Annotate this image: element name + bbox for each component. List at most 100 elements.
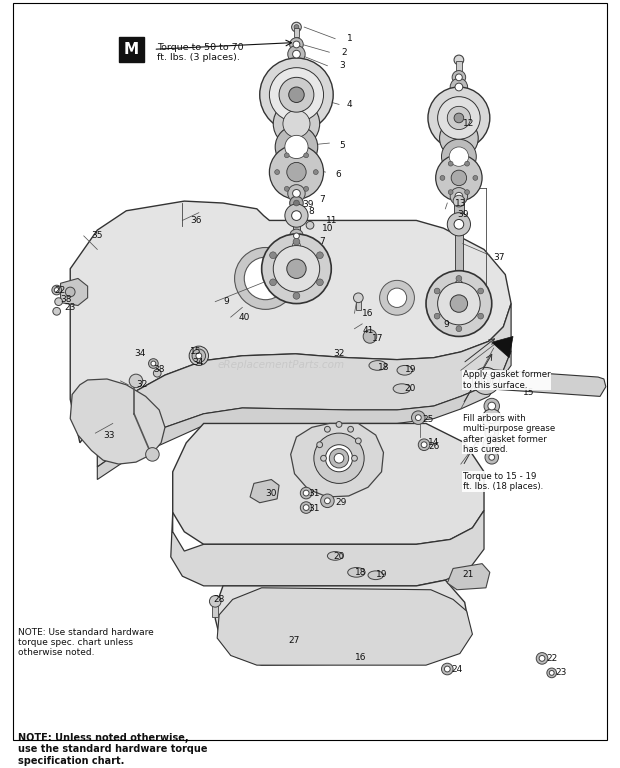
Circle shape [450,187,467,205]
Ellipse shape [327,551,343,561]
Circle shape [285,135,308,158]
Circle shape [291,22,301,32]
Circle shape [262,234,331,303]
Text: 38: 38 [61,295,72,304]
Circle shape [52,285,61,295]
Text: 16: 16 [362,309,374,318]
Circle shape [304,187,309,191]
Circle shape [287,259,306,279]
Polygon shape [97,351,511,479]
Text: 32: 32 [136,380,148,389]
Circle shape [306,221,314,229]
Ellipse shape [369,361,386,370]
Circle shape [300,502,312,513]
Circle shape [478,313,484,319]
Circle shape [388,288,407,307]
Circle shape [484,399,500,414]
Bar [213,604,218,617]
Circle shape [421,442,427,448]
Ellipse shape [397,366,412,375]
Text: 4: 4 [347,100,352,109]
Circle shape [549,670,554,675]
Circle shape [291,210,301,220]
Text: 33: 33 [103,431,115,439]
Circle shape [450,276,467,293]
Text: 30: 30 [265,488,277,498]
Circle shape [483,436,500,453]
Circle shape [363,329,377,343]
Circle shape [283,111,310,137]
Circle shape [455,193,463,200]
Circle shape [441,139,476,174]
Text: 39: 39 [303,200,314,210]
Circle shape [293,41,300,48]
Circle shape [285,153,289,157]
Circle shape [293,50,300,58]
Circle shape [379,280,414,315]
Circle shape [488,441,495,449]
Circle shape [450,78,467,96]
Circle shape [288,237,305,254]
Circle shape [270,279,277,286]
Text: 34: 34 [192,358,203,367]
Polygon shape [291,423,384,497]
Circle shape [441,664,453,675]
Circle shape [412,411,425,425]
Circle shape [334,453,344,463]
Bar [118,37,144,62]
Circle shape [472,367,500,395]
Circle shape [348,426,353,432]
Text: 34: 34 [134,349,146,359]
Text: 40: 40 [239,313,250,322]
Circle shape [450,295,467,313]
Circle shape [353,293,363,303]
Circle shape [440,119,478,157]
Circle shape [445,666,450,672]
Text: 20: 20 [405,384,416,393]
Circle shape [288,184,305,202]
Text: 16: 16 [355,653,366,662]
Circle shape [293,238,300,245]
Text: eReplacementParts.com: eReplacementParts.com [218,360,345,370]
Text: 37: 37 [494,253,505,262]
Circle shape [293,200,299,206]
Circle shape [454,113,464,123]
Polygon shape [173,423,484,545]
Text: 28: 28 [213,595,224,604]
Circle shape [485,451,498,464]
Text: 35: 35 [92,231,103,240]
Circle shape [293,242,300,250]
Circle shape [355,438,361,444]
Text: 31: 31 [308,504,319,513]
Circle shape [485,426,498,440]
Text: 23: 23 [64,303,76,312]
Text: 20: 20 [333,552,345,561]
Circle shape [273,101,320,147]
Circle shape [447,213,471,236]
Ellipse shape [348,568,365,578]
Circle shape [450,147,469,167]
Circle shape [455,83,463,91]
Circle shape [275,170,280,174]
Bar [455,227,463,280]
Text: 26: 26 [428,442,440,451]
Text: 12: 12 [463,119,474,128]
Circle shape [454,220,464,229]
Circle shape [244,257,287,300]
Circle shape [153,369,161,377]
Circle shape [290,197,303,210]
Bar [293,28,299,37]
Text: 21: 21 [463,570,474,579]
Circle shape [313,170,318,174]
Ellipse shape [368,571,384,580]
Text: 29: 29 [335,498,347,507]
Text: 9: 9 [223,297,229,306]
Circle shape [196,353,202,359]
Circle shape [55,288,59,293]
Text: 9: 9 [443,320,449,329]
Circle shape [456,276,462,281]
Circle shape [293,233,299,239]
Circle shape [146,448,159,461]
Circle shape [536,653,548,664]
Circle shape [434,313,440,319]
